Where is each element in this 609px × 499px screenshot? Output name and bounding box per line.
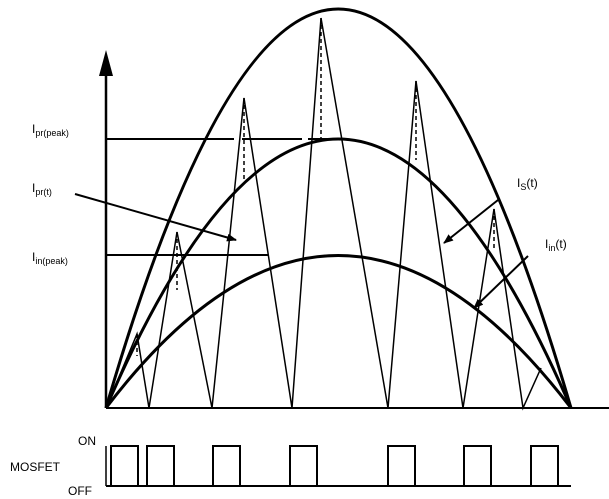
is-t-arrow [443,199,499,244]
ipr-t-label: Ipr(t) [32,181,52,197]
ipr-envelope-curve [104,137,573,409]
ipr-t-arrow [74,193,237,242]
mosfet-label: MOSFET [10,460,61,474]
mosfet-gate-signal [106,445,571,487]
switch-current-sawtooth [105,17,542,411]
ipr-peak-label: Ipr(peak) [32,122,69,138]
iin-peak-label: Iin(peak) [32,250,68,266]
iin-envelope-curve [104,254,573,409]
mosfet-off-label: OFF [68,484,92,498]
y-axis-arrow [99,50,113,76]
iin-t-label: Iin(t) [545,237,567,253]
mosfet-on-label: ON [78,434,96,448]
is-t-label: IS(t) [517,176,538,192]
iin-t-arrow [473,255,529,309]
dashed-drops [136,18,495,356]
is-envelope-curve [104,7,573,409]
